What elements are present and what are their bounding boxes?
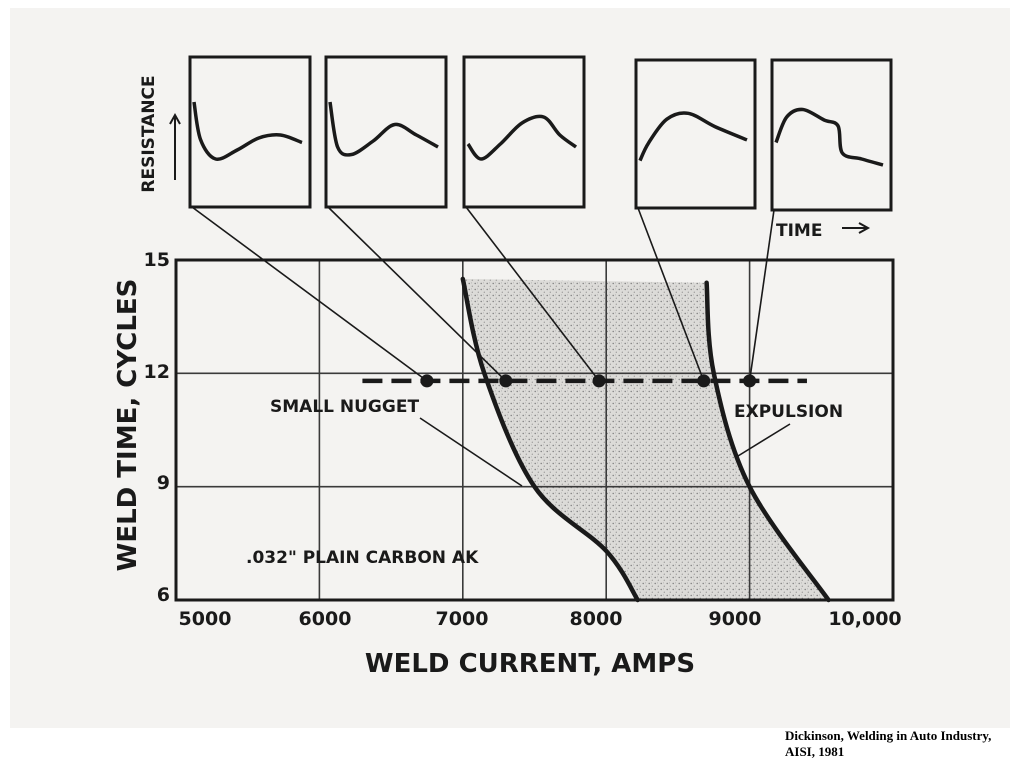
- y-tick-label: 6: [157, 584, 170, 606]
- x-tick-label: 7000: [436, 608, 489, 630]
- resistance-curve: [638, 111, 748, 162]
- acceptable-weld-region: [462, 278, 829, 600]
- resistance-inset-box: [770, 58, 893, 212]
- source-caption: Dickinson, Welding in Auto Industry, AIS…: [785, 728, 1020, 760]
- caption-line-1: Dickinson, Welding in Auto Industry,: [785, 728, 992, 743]
- caption-line-2: AISI, 1981: [785, 744, 845, 759]
- inset-y-arrow-icon: [169, 112, 181, 180]
- weld-time-marker: [499, 374, 513, 388]
- y-tick-label: 12: [144, 361, 170, 383]
- y-tick-label: 15: [144, 249, 170, 271]
- weld-time-marker: [743, 374, 757, 388]
- resistance-curve: [466, 114, 578, 161]
- x-tick-label: 6000: [299, 608, 352, 630]
- inset-x-arrow-icon: [842, 222, 871, 234]
- inset-leader-line: [748, 209, 775, 382]
- series-expulsion-curve: [704, 280, 831, 603]
- resistance-inset-box: [324, 55, 448, 209]
- weld-time-marker: [592, 374, 606, 388]
- y-tick-label: 9: [157, 472, 170, 494]
- x-tick-label: 8000: [570, 608, 623, 630]
- inset-leader-line: [191, 206, 428, 382]
- inset-leader-line: [465, 206, 600, 382]
- series-small-nugget-curve: [460, 276, 640, 603]
- resistance-inset-box: [462, 55, 586, 209]
- inset-leader-line: [637, 207, 705, 382]
- y-axis-title: WELD TIME, CYCLES: [113, 279, 143, 572]
- resistance-curve: [774, 107, 884, 167]
- weld-time-marker: [420, 374, 434, 388]
- weld-time-marker: [697, 374, 711, 388]
- resistance-curve: [192, 101, 303, 162]
- x-tick-label: 9000: [709, 608, 762, 630]
- x-tick-label: 10,000: [828, 608, 901, 630]
- expulsion-label: EXPULSION: [734, 402, 843, 422]
- resistance-inset-box: [188, 55, 312, 209]
- material-annotation: .032" PLAIN CARBON AK: [246, 548, 479, 568]
- inset-leader-line: [327, 206, 507, 382]
- small-nugget-leader: [419, 417, 523, 487]
- resistance-curve: [328, 101, 439, 157]
- x-axis-title: WELD CURRENT, AMPS: [365, 649, 695, 679]
- inset-x-label: TIME: [776, 221, 822, 241]
- inset-y-label: RESISTANCE: [139, 75, 159, 192]
- plot-frame: [174, 258, 895, 602]
- small-nugget-label: SMALL NUGGET: [270, 397, 419, 417]
- x-tick-label: 5000: [179, 608, 232, 630]
- expulsion-leader: [737, 423, 791, 457]
